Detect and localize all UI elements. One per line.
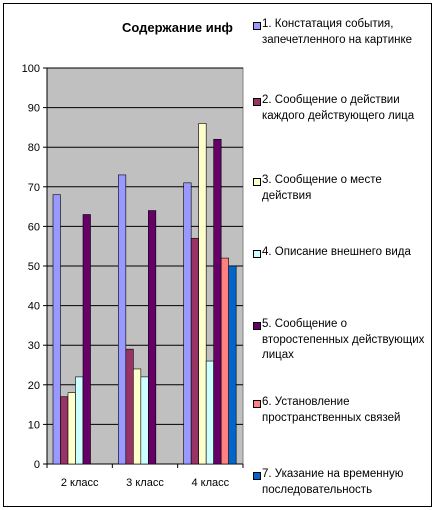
bar-2-1 [60, 396, 69, 465]
bar-4-2 [140, 376, 149, 465]
legend-label: 5. Сообщение о второстепенных действующи… [262, 318, 425, 361]
legend-swatch [253, 178, 261, 186]
bar-3-1 [67, 392, 76, 465]
legend-label: 4. Описание внешнего вида [262, 246, 411, 258]
bar-1-3 [183, 182, 192, 465]
y-tick-label: 90 [28, 103, 40, 115]
y-tick-label: 100 [22, 63, 40, 75]
bar-1-1 [52, 194, 61, 465]
legend-label: 1. Констатация события, запечетленного н… [262, 18, 413, 46]
bar-5-2 [148, 210, 157, 465]
bar-2-3 [190, 237, 199, 465]
legend-swatch [253, 400, 261, 408]
bar-5-1 [82, 214, 91, 465]
y-tick-label: 30 [28, 340, 40, 352]
y-tick-label: 50 [28, 261, 40, 273]
legend-swatch [253, 472, 261, 480]
bar-3-2 [133, 368, 142, 465]
legend-swatch [253, 98, 261, 106]
bar-1-2 [118, 174, 127, 465]
x-tick-label: 3 класс [126, 477, 164, 489]
legend-swatch [253, 322, 261, 330]
legend-label: 3. Сообщение о месте действия [262, 174, 382, 202]
bar-4-1 [75, 376, 84, 465]
bar-7-3 [228, 265, 237, 465]
y-tick-label: 10 [28, 419, 40, 431]
legend-swatch [253, 250, 261, 258]
legend-label: 7. Указание на временную последовательно… [262, 468, 404, 496]
legend-label: 6. Установление пространственных связей [262, 396, 401, 424]
bar-3-3 [198, 123, 207, 465]
y-tick-label: 70 [28, 182, 40, 194]
bar-2-2 [125, 348, 134, 465]
legend-swatch [253, 22, 261, 30]
x-tick-label: 4 класс [192, 477, 230, 489]
legend-label: 2. Сообщение о действии каждого действую… [262, 94, 415, 122]
bar-6-3 [220, 257, 229, 465]
bar-4-3 [205, 360, 214, 465]
y-tick-label: 20 [28, 380, 40, 392]
y-tick-label: 40 [28, 301, 40, 313]
y-tick-label: 80 [28, 142, 40, 154]
y-tick-label: 60 [28, 221, 40, 233]
bar-5-3 [213, 138, 222, 465]
y-tick-label: 0 [34, 459, 40, 471]
x-tick-label: 2 класс [61, 477, 99, 489]
chart-title: Содержание инф [122, 20, 233, 35]
